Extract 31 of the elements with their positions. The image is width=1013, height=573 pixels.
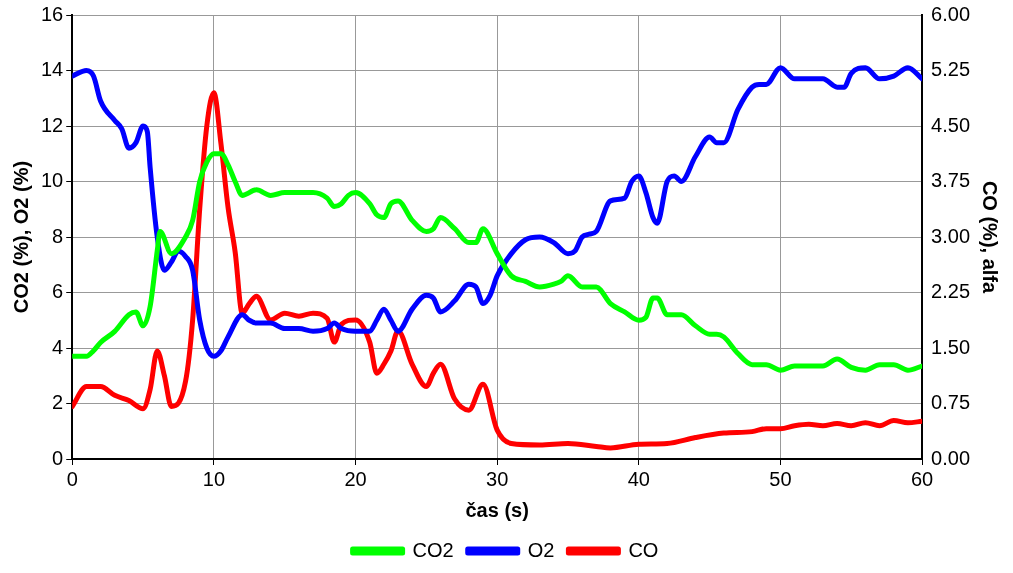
x-tick-label: 10 [202, 467, 226, 490]
y2-tick-label: 6.00 [931, 2, 971, 25]
y-tick-label: 10 [41, 169, 64, 192]
y-tick-label: 2 [52, 391, 64, 414]
x-tick-label: 30 [486, 467, 509, 490]
y-tick-label: 4 [52, 335, 64, 358]
x-tick-label: 20 [344, 467, 367, 490]
legend-label: CO2 [412, 538, 454, 561]
y-tick-label: 8 [52, 224, 64, 247]
y-tick-label: 12 [41, 113, 64, 136]
y2-tick-label: 2.25 [931, 280, 971, 303]
y-tick-label: 6 [52, 280, 64, 303]
y2-tick-label: 1.50 [931, 335, 971, 358]
x-tick-label: 0 [66, 467, 78, 490]
y2-tick-label: 0.75 [931, 391, 971, 414]
y-tick-label: 0 [52, 446, 64, 469]
y2-tick-label: 3.00 [931, 224, 971, 247]
y-axis-title: CO2 (%), O2 (%) [9, 160, 32, 314]
y-tick-label: 14 [41, 58, 64, 81]
x-tick-label: 50 [769, 467, 792, 490]
legend-label: O2 [527, 538, 555, 561]
y2-axis-title: CO (%), alfa [979, 180, 1002, 294]
y2-tick-label: 5.25 [931, 58, 971, 81]
y-tick-label: 16 [41, 2, 64, 25]
y2-tick-label: 0.00 [931, 446, 971, 469]
legend-label: CO [628, 538, 659, 561]
y2-tick-label: 3.75 [931, 169, 971, 192]
y2-tick-label: 4.50 [931, 113, 971, 136]
x-tick-label: 60 [910, 467, 934, 490]
x-tick-label: 40 [627, 467, 650, 490]
x-axis-title: čas (s) [465, 498, 529, 521]
